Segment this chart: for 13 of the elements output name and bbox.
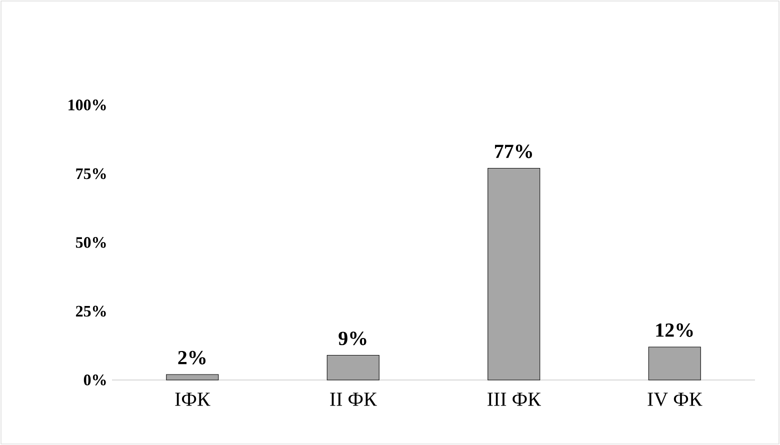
y-tick-label: 75% [76,168,106,180]
data-label: 9% [338,332,366,346]
data-label: 77% [495,144,532,158]
y-tick-label: 100% [68,100,106,110]
y-tick-label: 50% [76,237,106,248]
x-tick-label: II ФК [330,392,377,406]
data-label: 2% [178,350,206,364]
y-tick-label: 25% [76,306,106,317]
x-tick-label: IФК [175,392,210,406]
data-label: 12% [656,323,693,337]
x-tick-label: IV ФК [648,392,702,406]
y-tick-label: 0% [84,374,106,386]
x-tick-label: III ФК [488,392,541,406]
